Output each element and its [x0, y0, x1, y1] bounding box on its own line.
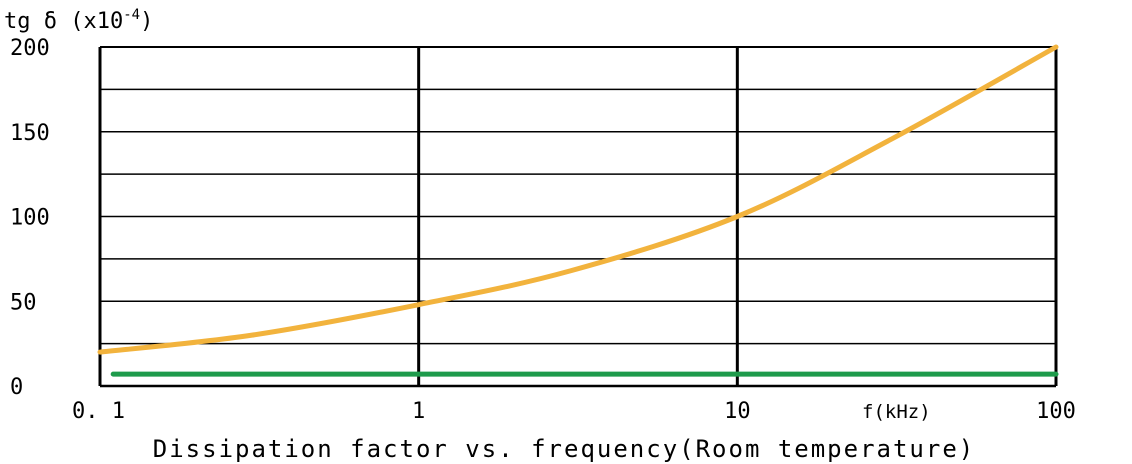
y-tick-label: 150	[10, 121, 50, 146]
x-tick-label: 10	[724, 399, 751, 424]
x-axis-label: f(kHz)	[862, 401, 931, 423]
y-tick-label: 200	[10, 36, 50, 61]
y-tick-label: 100	[10, 206, 50, 231]
x-tick-label: 0. 1	[72, 399, 125, 424]
series-line-0	[97, 44, 1059, 355]
plot-frame	[98, 46, 1058, 388]
y-axis-label: tg δ (x10-4)	[4, 7, 153, 34]
series-group	[97, 44, 1059, 377]
y-tick-labels: 0 50 100 150 200	[10, 36, 50, 400]
x-tick-label: 1	[412, 399, 425, 424]
chart-title: Dissipation factor vs. frequency(Room te…	[153, 435, 975, 463]
y-tick-label: 50	[10, 290, 37, 315]
y-tick-label: 0	[10, 375, 23, 400]
x-tick-labels: 0. 1 1 10 100	[72, 399, 1076, 424]
x-tick-label: 100	[1036, 399, 1076, 424]
